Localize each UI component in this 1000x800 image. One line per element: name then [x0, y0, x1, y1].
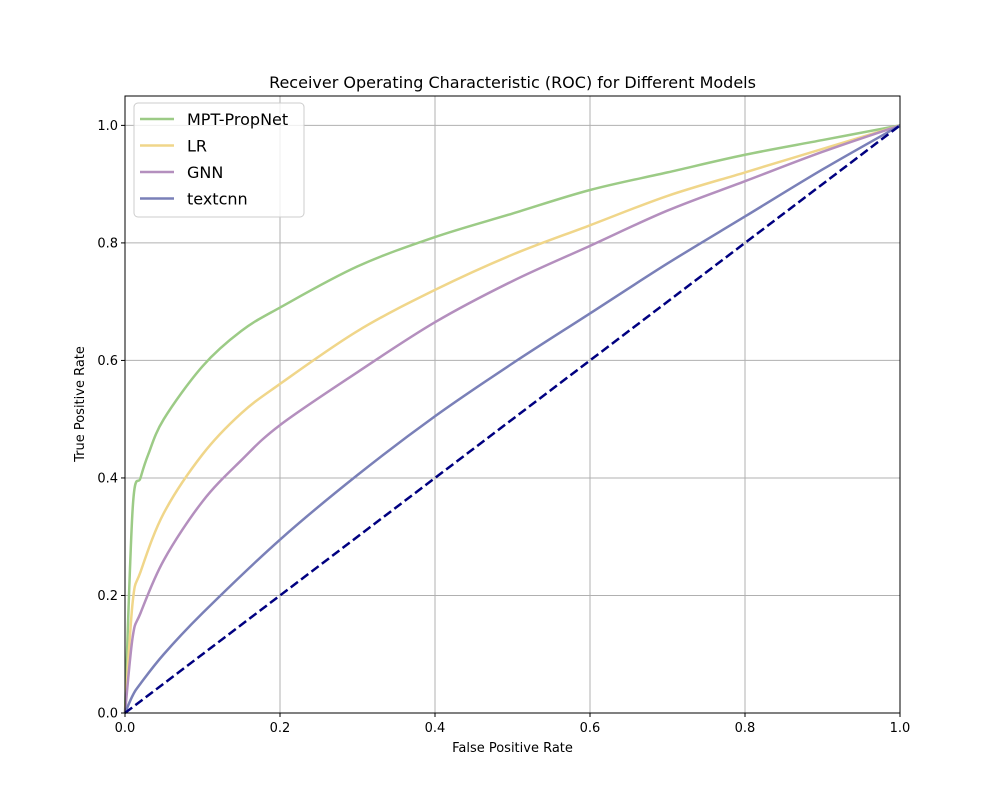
series-line-gnn: [123, 124, 901, 714]
y-tick-label: 0.2: [97, 589, 118, 604]
x-tick-label: 0.2: [270, 721, 291, 736]
chart-title: Receiver Operating Characteristic (ROC) …: [269, 73, 756, 92]
ticks: 0.0 0.2 0.4 0.6 0.8 1.0 0.0 0.2 0.4 0.6 0.8 1.0: [97, 119, 910, 736]
x-tick-label: 0.8: [735, 721, 756, 736]
series-line-diagonal: [124, 124, 901, 714]
series-line-lr: [123, 124, 901, 714]
y-axis-label: True Positive Rate: [73, 346, 88, 463]
x-axis-label: False Positive Rate: [452, 741, 573, 756]
y-tick-label: 0.6: [97, 354, 118, 369]
plot-frame: [124, 95, 901, 714]
legend-label: MPT-PropNet: [187, 110, 288, 129]
legend-box: [133, 102, 305, 218]
series-line-textcnn: [123, 124, 901, 714]
series-line-mpt-propnet: [123, 124, 901, 714]
y-tick-label: 0.4: [97, 471, 118, 486]
legend-label: LR: [187, 137, 207, 156]
x-tick-label: 1.0: [890, 721, 911, 736]
grid: [124, 96, 901, 714]
legend-label: textcnn: [187, 190, 248, 209]
y-tick-label: 0.8: [97, 236, 118, 251]
series-layer: [123, 124, 901, 714]
x-tick-label: 0.4: [425, 721, 446, 736]
legend-label: GNN: [187, 163, 223, 182]
x-tick-label: 0.0: [115, 721, 136, 736]
y-tick-label: 1.0: [97, 119, 118, 134]
y-tick-label: 0.0: [97, 707, 118, 722]
x-tick-label: 0.6: [580, 721, 601, 736]
legend: MPT-PropNet LR GNN textcnn: [133, 102, 305, 218]
